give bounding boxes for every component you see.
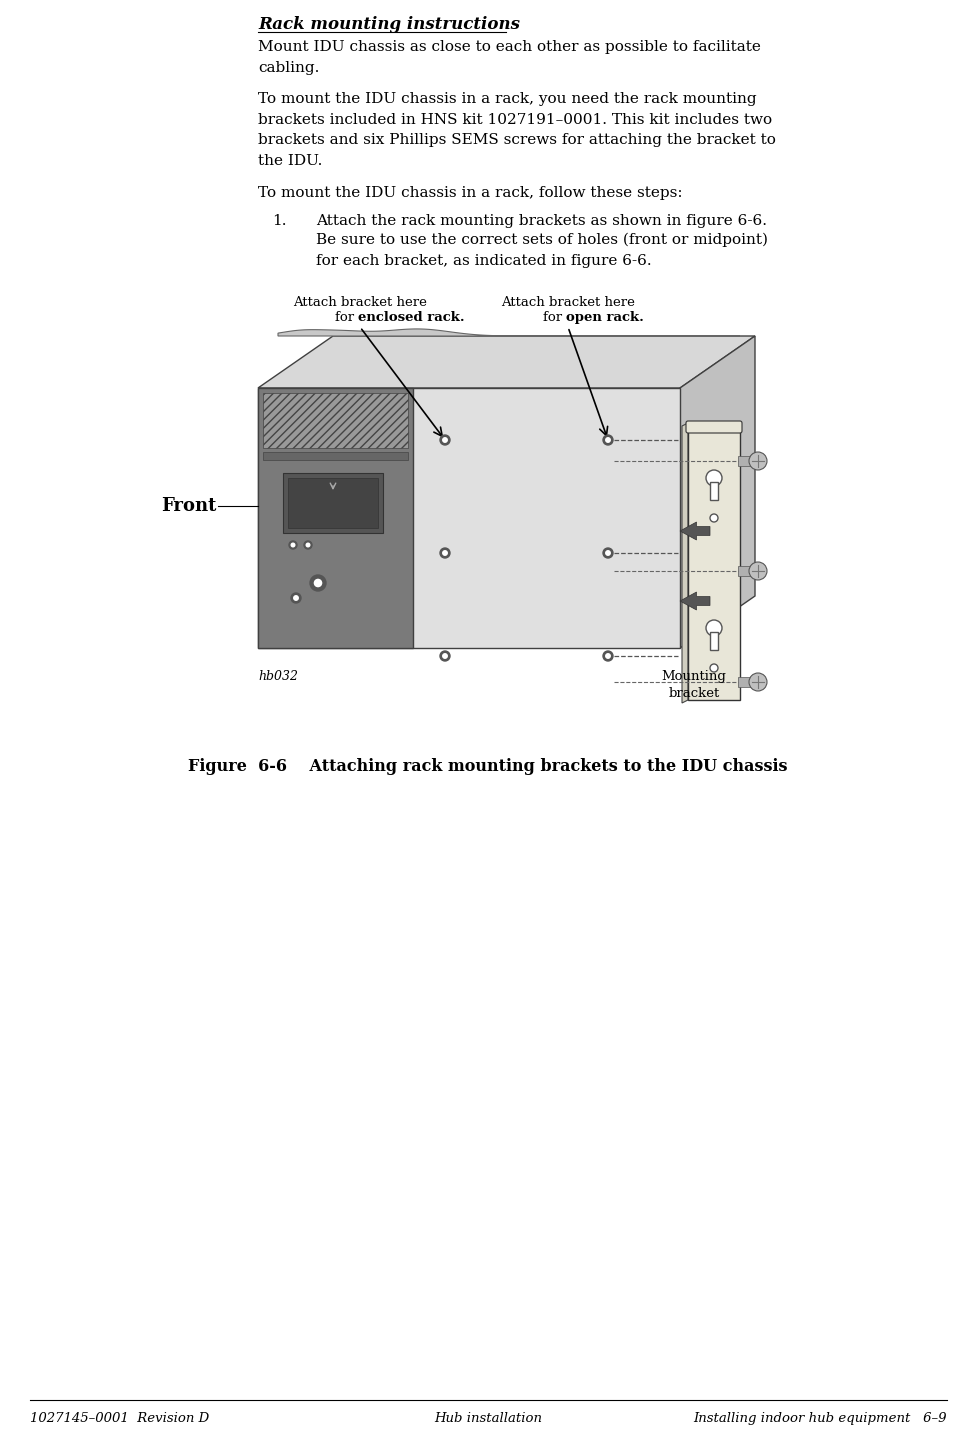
Circle shape <box>440 651 450 661</box>
Circle shape <box>603 548 613 558</box>
Circle shape <box>443 438 447 442</box>
Circle shape <box>749 674 767 691</box>
Text: for: for <box>542 310 566 325</box>
Bar <box>263 393 408 448</box>
Circle shape <box>291 593 301 603</box>
Text: Figure  6-6    Attaching rack mounting brackets to the IDU chassis: Figure 6-6 Attaching rack mounting brack… <box>189 758 787 775</box>
Circle shape <box>706 470 722 486</box>
Circle shape <box>294 596 298 601</box>
Circle shape <box>304 541 312 549</box>
Circle shape <box>710 664 718 672</box>
Circle shape <box>315 579 321 586</box>
Bar <box>738 566 758 576</box>
Text: To mount the IDU chassis in a rack, you need the rack mounting
brackets included: To mount the IDU chassis in a rack, you … <box>258 92 776 167</box>
Circle shape <box>606 438 611 442</box>
Text: for: for <box>335 310 358 325</box>
Text: enclosed rack.: enclosed rack. <box>358 310 465 325</box>
Circle shape <box>749 562 767 581</box>
Text: Front: Front <box>160 498 216 515</box>
Text: Attach bracket here: Attach bracket here <box>293 296 427 309</box>
Bar <box>688 423 740 701</box>
Bar <box>263 452 408 460</box>
Text: 1.: 1. <box>272 214 286 227</box>
Text: Mount IDU chassis as close to each other as possible to facilitate
cabling.: Mount IDU chassis as close to each other… <box>258 40 761 74</box>
Text: Be sure to use the correct sets of holes (front or midpoint)
for each bracket, a: Be sure to use the correct sets of holes… <box>316 233 768 267</box>
Text: Mounting
bracket: Mounting bracket <box>661 671 727 701</box>
Circle shape <box>710 513 718 522</box>
FancyBboxPatch shape <box>686 420 742 433</box>
Bar <box>738 676 758 686</box>
Circle shape <box>749 452 767 470</box>
Polygon shape <box>278 329 740 336</box>
Circle shape <box>310 575 326 591</box>
Circle shape <box>443 551 447 555</box>
Circle shape <box>289 541 297 549</box>
Polygon shape <box>258 336 755 388</box>
Circle shape <box>603 435 613 445</box>
Polygon shape <box>680 522 710 541</box>
Bar <box>738 456 758 466</box>
Bar <box>710 482 718 500</box>
Text: Hub installation: Hub installation <box>434 1411 542 1426</box>
Circle shape <box>606 551 611 555</box>
Polygon shape <box>682 423 688 704</box>
Bar <box>288 478 378 528</box>
Text: Installing indoor hub equipment   6–9: Installing indoor hub equipment 6–9 <box>694 1411 947 1426</box>
Polygon shape <box>680 336 755 648</box>
Text: Attach bracket here: Attach bracket here <box>501 296 635 309</box>
Circle shape <box>440 548 450 558</box>
Circle shape <box>606 654 611 658</box>
Text: open rack.: open rack. <box>566 310 644 325</box>
Circle shape <box>443 654 447 658</box>
Text: 1027145–0001  Revision D: 1027145–0001 Revision D <box>30 1411 209 1426</box>
Polygon shape <box>258 388 413 648</box>
Circle shape <box>706 621 722 636</box>
Polygon shape <box>258 388 680 648</box>
Polygon shape <box>680 592 710 611</box>
Text: Rack mounting instructions: Rack mounting instructions <box>258 16 520 33</box>
Bar <box>710 632 718 651</box>
Text: hb032: hb032 <box>258 671 298 684</box>
Circle shape <box>291 543 295 546</box>
Circle shape <box>440 435 450 445</box>
Bar <box>283 473 383 533</box>
Circle shape <box>306 543 310 546</box>
Text: Attach the rack mounting brackets as shown in figure 6-6.: Attach the rack mounting brackets as sho… <box>316 214 767 227</box>
Text: To mount the IDU chassis in a rack, follow these steps:: To mount the IDU chassis in a rack, foll… <box>258 186 683 200</box>
Circle shape <box>603 651 613 661</box>
